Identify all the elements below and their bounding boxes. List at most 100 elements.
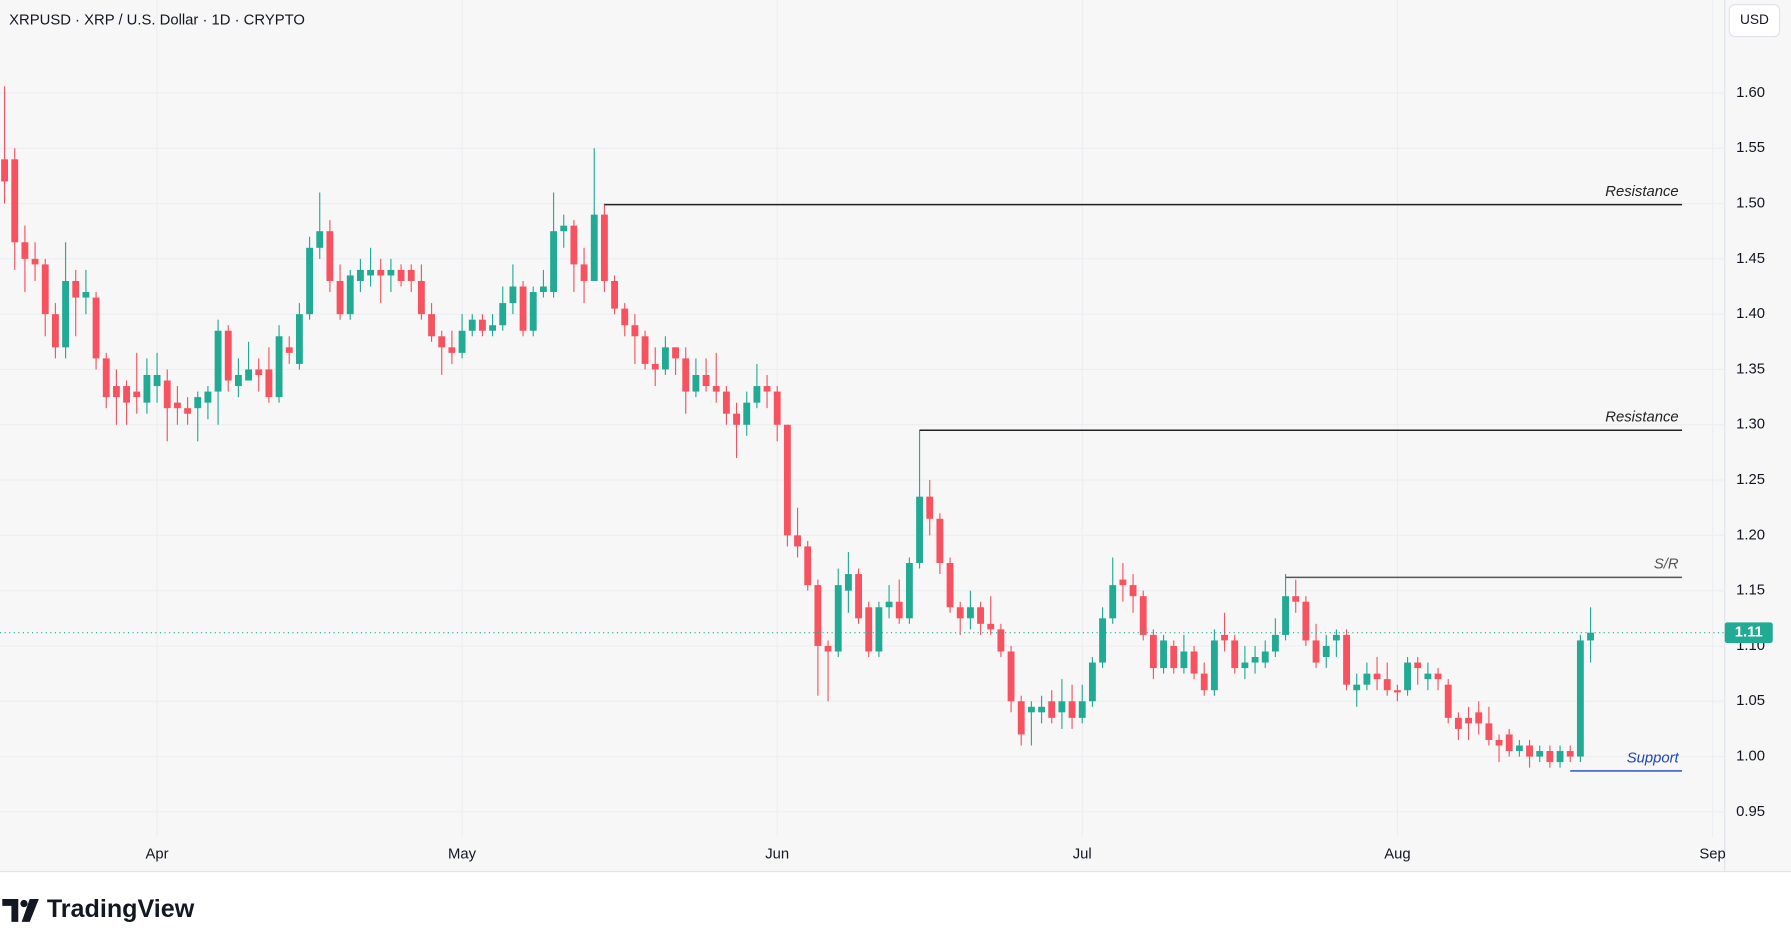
logo-slash (21, 898, 39, 922)
candle-body (1129, 585, 1137, 597)
candle-body (814, 585, 822, 646)
candle-body (1027, 706, 1035, 713)
candle-body (285, 347, 293, 353)
candle-body (651, 363, 659, 370)
candle-body (1190, 651, 1198, 674)
y-tick-label: 0.95 (1736, 804, 1765, 820)
candle-body (194, 397, 202, 409)
candle-body (1292, 596, 1300, 602)
x-tick-label: Jun (765, 846, 789, 862)
y-tick-label: 1.50 (1736, 195, 1765, 211)
candle-body (336, 280, 344, 315)
candle-body (987, 623, 995, 630)
candle-body (1332, 634, 1340, 641)
candle-body (916, 496, 923, 564)
candle-body (529, 292, 537, 331)
candle-body (102, 358, 110, 398)
candle-body (1587, 632, 1594, 641)
x-tick-label: Sep (1699, 846, 1725, 862)
candle-body (458, 330, 466, 353)
candle-body (722, 391, 730, 414)
candle-body (1526, 745, 1533, 757)
candle-body (41, 264, 49, 315)
candle-body (865, 607, 873, 652)
currency-button-label[interactable]: USD (1740, 12, 1769, 27)
candle-body (1241, 662, 1249, 669)
candle-body (1434, 673, 1442, 680)
candle-body (1322, 645, 1330, 658)
candle-body (600, 214, 608, 281)
candle-body (1546, 751, 1554, 763)
candle-body (855, 574, 862, 619)
candle-body (346, 275, 354, 315)
candle-body (1424, 673, 1432, 680)
candle-body (224, 330, 232, 381)
level-label: Resistance (1605, 410, 1678, 426)
candle-body (885, 601, 893, 608)
candles (1, 86, 1594, 768)
candle-body (1088, 662, 1096, 702)
y-tick-label: 1.00 (1736, 748, 1765, 764)
candle-body (214, 330, 222, 392)
candle-body (112, 386, 120, 398)
candle-body (905, 563, 913, 619)
candle-body (397, 269, 405, 281)
y-tick-label: 1.45 (1736, 251, 1765, 267)
candle-body (580, 264, 588, 281)
candle-body (82, 292, 90, 298)
candle-body (692, 374, 700, 392)
candle-body (753, 386, 761, 403)
candle-body (1221, 634, 1228, 641)
candle-body (1485, 723, 1493, 740)
candle-body (173, 402, 181, 409)
candle-body (133, 391, 141, 398)
currency-button[interactable] (1728, 4, 1781, 38)
candle-body (1149, 634, 1157, 669)
candle-body (428, 314, 435, 337)
candle-body (163, 380, 171, 409)
candle-body (946, 563, 954, 608)
candle-body (1038, 706, 1045, 713)
candle-body (733, 413, 740, 425)
brand-name: TradingView (47, 895, 195, 923)
candle-body (1495, 739, 1503, 746)
y-tick-label: 1.20 (1736, 527, 1765, 543)
candle-body (824, 645, 832, 652)
candle-body (1160, 640, 1167, 669)
candle-body (438, 336, 446, 348)
chart-title: XRPUSD · XRP / U.S. Dollar · 1D · CRYPTO (9, 13, 305, 29)
candle-body (499, 303, 507, 326)
candle-body (550, 231, 557, 293)
candle-body (468, 319, 476, 331)
candle-body (519, 286, 527, 331)
level-label: Support (1627, 750, 1680, 766)
candle-body (255, 369, 263, 375)
candle-body (377, 269, 385, 276)
x-tick-label: Aug (1384, 846, 1410, 862)
candle-body (245, 369, 252, 381)
overlay: 0.951.001.051.101.151.201.251.301.351.40… (0, 85, 1773, 862)
candle-body (1099, 618, 1106, 663)
candle-body (783, 424, 791, 536)
candle-body (712, 386, 720, 392)
candle-body (316, 231, 324, 248)
candle-body (956, 607, 964, 619)
candle-body (1343, 634, 1350, 685)
x-tick-label: May (448, 846, 477, 862)
candle-body (1068, 701, 1076, 718)
candle-body (51, 314, 59, 348)
y-tick-label: 1.15 (1736, 583, 1765, 599)
candle-body (1414, 662, 1422, 669)
candle-body (1536, 751, 1544, 757)
candle-body (1353, 684, 1361, 691)
candle-body (326, 231, 334, 281)
candle-body (387, 269, 395, 276)
candle-body (661, 347, 669, 370)
candle-body (1282, 596, 1289, 635)
candle-body (143, 374, 151, 403)
candle-body (234, 374, 242, 387)
logo-dot (20, 899, 28, 908)
candle-body (153, 374, 161, 387)
candle-body (1109, 585, 1117, 619)
candle-body (1312, 640, 1320, 663)
